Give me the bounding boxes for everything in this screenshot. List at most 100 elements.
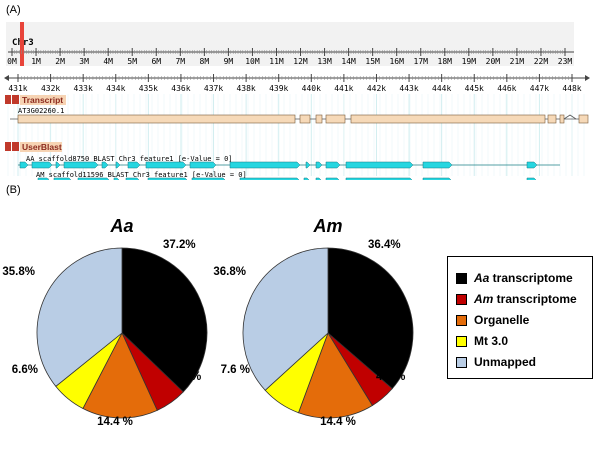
overview-tick-label: 14M: [341, 57, 356, 66]
overview-tick-label: 17M: [414, 57, 429, 66]
overview-tick-label: 12M: [293, 57, 308, 66]
blast-hsp-block: [147, 177, 188, 180]
overview-tick-label: 8M: [200, 57, 210, 66]
detail-tick-label: 445k: [465, 84, 484, 93]
pie-value-label: 6.6%: [12, 364, 38, 376]
transcript-intron-caret: [563, 114, 577, 120]
blast-feature-label-1: AA_scaffold8750 BLAST Chr3 feature1 [e-V…: [26, 155, 233, 163]
chart-legend: Aa transcriptome Am transcriptome Organell…: [447, 256, 593, 379]
overview-tick-label: 6M: [151, 57, 161, 66]
pie-value-label: 36.8%: [213, 266, 246, 278]
detail-tick-label: 448k: [562, 84, 581, 93]
blast-hsp-block: [526, 177, 537, 180]
transcript-exon: [315, 114, 323, 124]
panel-b-label: (B): [6, 184, 21, 196]
detail-tick-label: 441k: [334, 84, 353, 93]
pie-title-1: Aa: [109, 216, 133, 236]
pie-slice: [327, 247, 414, 390]
transcript-exon: [547, 114, 557, 124]
blast-feature-label-2: AM_scaffold11596 BLAST Chr3 feature1 [e-…: [36, 171, 247, 179]
overview-tick-label: 2M: [55, 57, 65, 66]
overview-tick-label: 16M: [389, 57, 404, 66]
overview-tick-label: 10M: [245, 57, 260, 66]
transcript-exon: [559, 114, 565, 124]
overview-tick-label: 20M: [486, 57, 501, 66]
pie-title-2: Am: [312, 216, 342, 236]
detail-tick-label: 447k: [530, 84, 549, 93]
blast-hsp-block: [53, 177, 72, 180]
track-collapse-icon: [5, 95, 11, 104]
pie-value-label: 36.4%: [368, 239, 401, 251]
overview-tick-label: 5M: [127, 57, 137, 66]
detail-tick-label: 440k: [302, 84, 321, 93]
blast-hsp-block: [127, 161, 141, 169]
overview-tick-label: 4M: [103, 57, 113, 66]
detail-tick-label: 434k: [106, 84, 125, 93]
detail-tick-label: 431k: [8, 84, 27, 93]
detail-tick-label: 432k: [41, 84, 60, 93]
track-collapse-icon: [5, 142, 11, 151]
panel-a-label: (A): [6, 4, 21, 16]
overview-tick-label: 19M: [462, 57, 477, 66]
pie-value-label: 4.9 %: [376, 371, 405, 383]
blast-hsp-block: [303, 177, 310, 180]
track-label-bg: [20, 95, 66, 105]
detail-tick-label: 435k: [139, 84, 158, 93]
axis-arrow-right: [585, 75, 590, 81]
position-marker: [20, 22, 24, 66]
legend-label: Organelle: [474, 313, 530, 327]
pie-value-label: 7.6 %: [221, 364, 250, 376]
legend-item: Mt 3.0: [456, 332, 508, 350]
pie-slice: [36, 247, 123, 387]
blast-hsp-block: [19, 161, 29, 169]
blast-hsp-block: [77, 177, 110, 180]
blast-hsp-block: [125, 177, 140, 180]
overview-tick-label: 18M: [438, 57, 453, 66]
blast-hsp-block: [345, 161, 414, 169]
detail-tick-label: 433k: [74, 84, 93, 93]
overview-tick-label: 13M: [317, 57, 332, 66]
blast-hsp-block: [422, 177, 452, 180]
legend-item: Organelle: [456, 311, 529, 329]
legend-item: Unmapped: [456, 353, 536, 371]
blast-hsp-block: [345, 177, 413, 180]
detail-tick-label: 438k: [236, 84, 255, 93]
overview-band: [6, 22, 574, 66]
overview-tick-label: 7M: [175, 57, 185, 66]
pie-value-label: 14.4 %: [97, 416, 133, 428]
overview-tick-label: 11M: [269, 57, 284, 66]
blast-hsp-block: [305, 161, 311, 169]
transcript-feature-label: AT3G02260.1: [18, 107, 64, 115]
blast-hsp-block: [526, 161, 538, 169]
detail-tick-label: 443k: [399, 84, 418, 93]
blast-hsp-block: [239, 177, 300, 180]
genome-browser: Chr30M1M2M3M4M5M6M7M8M9M10M11M12M13M14M1…: [4, 22, 590, 180]
overview-tick-label: 9M: [224, 57, 234, 66]
detail-tick-label: 444k: [432, 84, 451, 93]
legend-swatch: [456, 356, 467, 368]
blast-hsp-block: [31, 161, 53, 169]
blast-hsp-block: [325, 177, 340, 180]
pie-value-label: 14.4 %: [320, 416, 356, 428]
legend-item: Aa transcriptome: [456, 269, 573, 287]
pie-charts: Aa 37.2% 6.0% 14.4 % 6.6% 35.8% Am 36.4% 4.9 % 14…: [2, 216, 414, 428]
blast-hsp-block: [315, 177, 322, 180]
overview-tick-label: 15M: [365, 57, 380, 66]
legend-label: Aa transcriptome: [474, 271, 573, 285]
pie-slice: [121, 247, 208, 393]
blast-hsp-block: [229, 161, 301, 169]
blast-hsp-block: [55, 161, 61, 169]
transcript-exon: [578, 114, 589, 124]
blast-hsp-block: [189, 161, 217, 169]
blast-hsp-block: [101, 161, 109, 169]
legend-label: Mt 3.0: [474, 334, 509, 348]
transcript-exon: [299, 114, 311, 124]
track-label: UserBlast: [22, 142, 62, 152]
blast-hsp-block: [422, 161, 453, 169]
pie-slice: [297, 332, 373, 419]
pie-slice: [82, 332, 158, 419]
legend-swatch: [456, 314, 467, 326]
legend-label: Unmapped: [474, 355, 537, 369]
overview-tick-label: 3M: [79, 57, 89, 66]
legend-swatch: [456, 272, 467, 284]
